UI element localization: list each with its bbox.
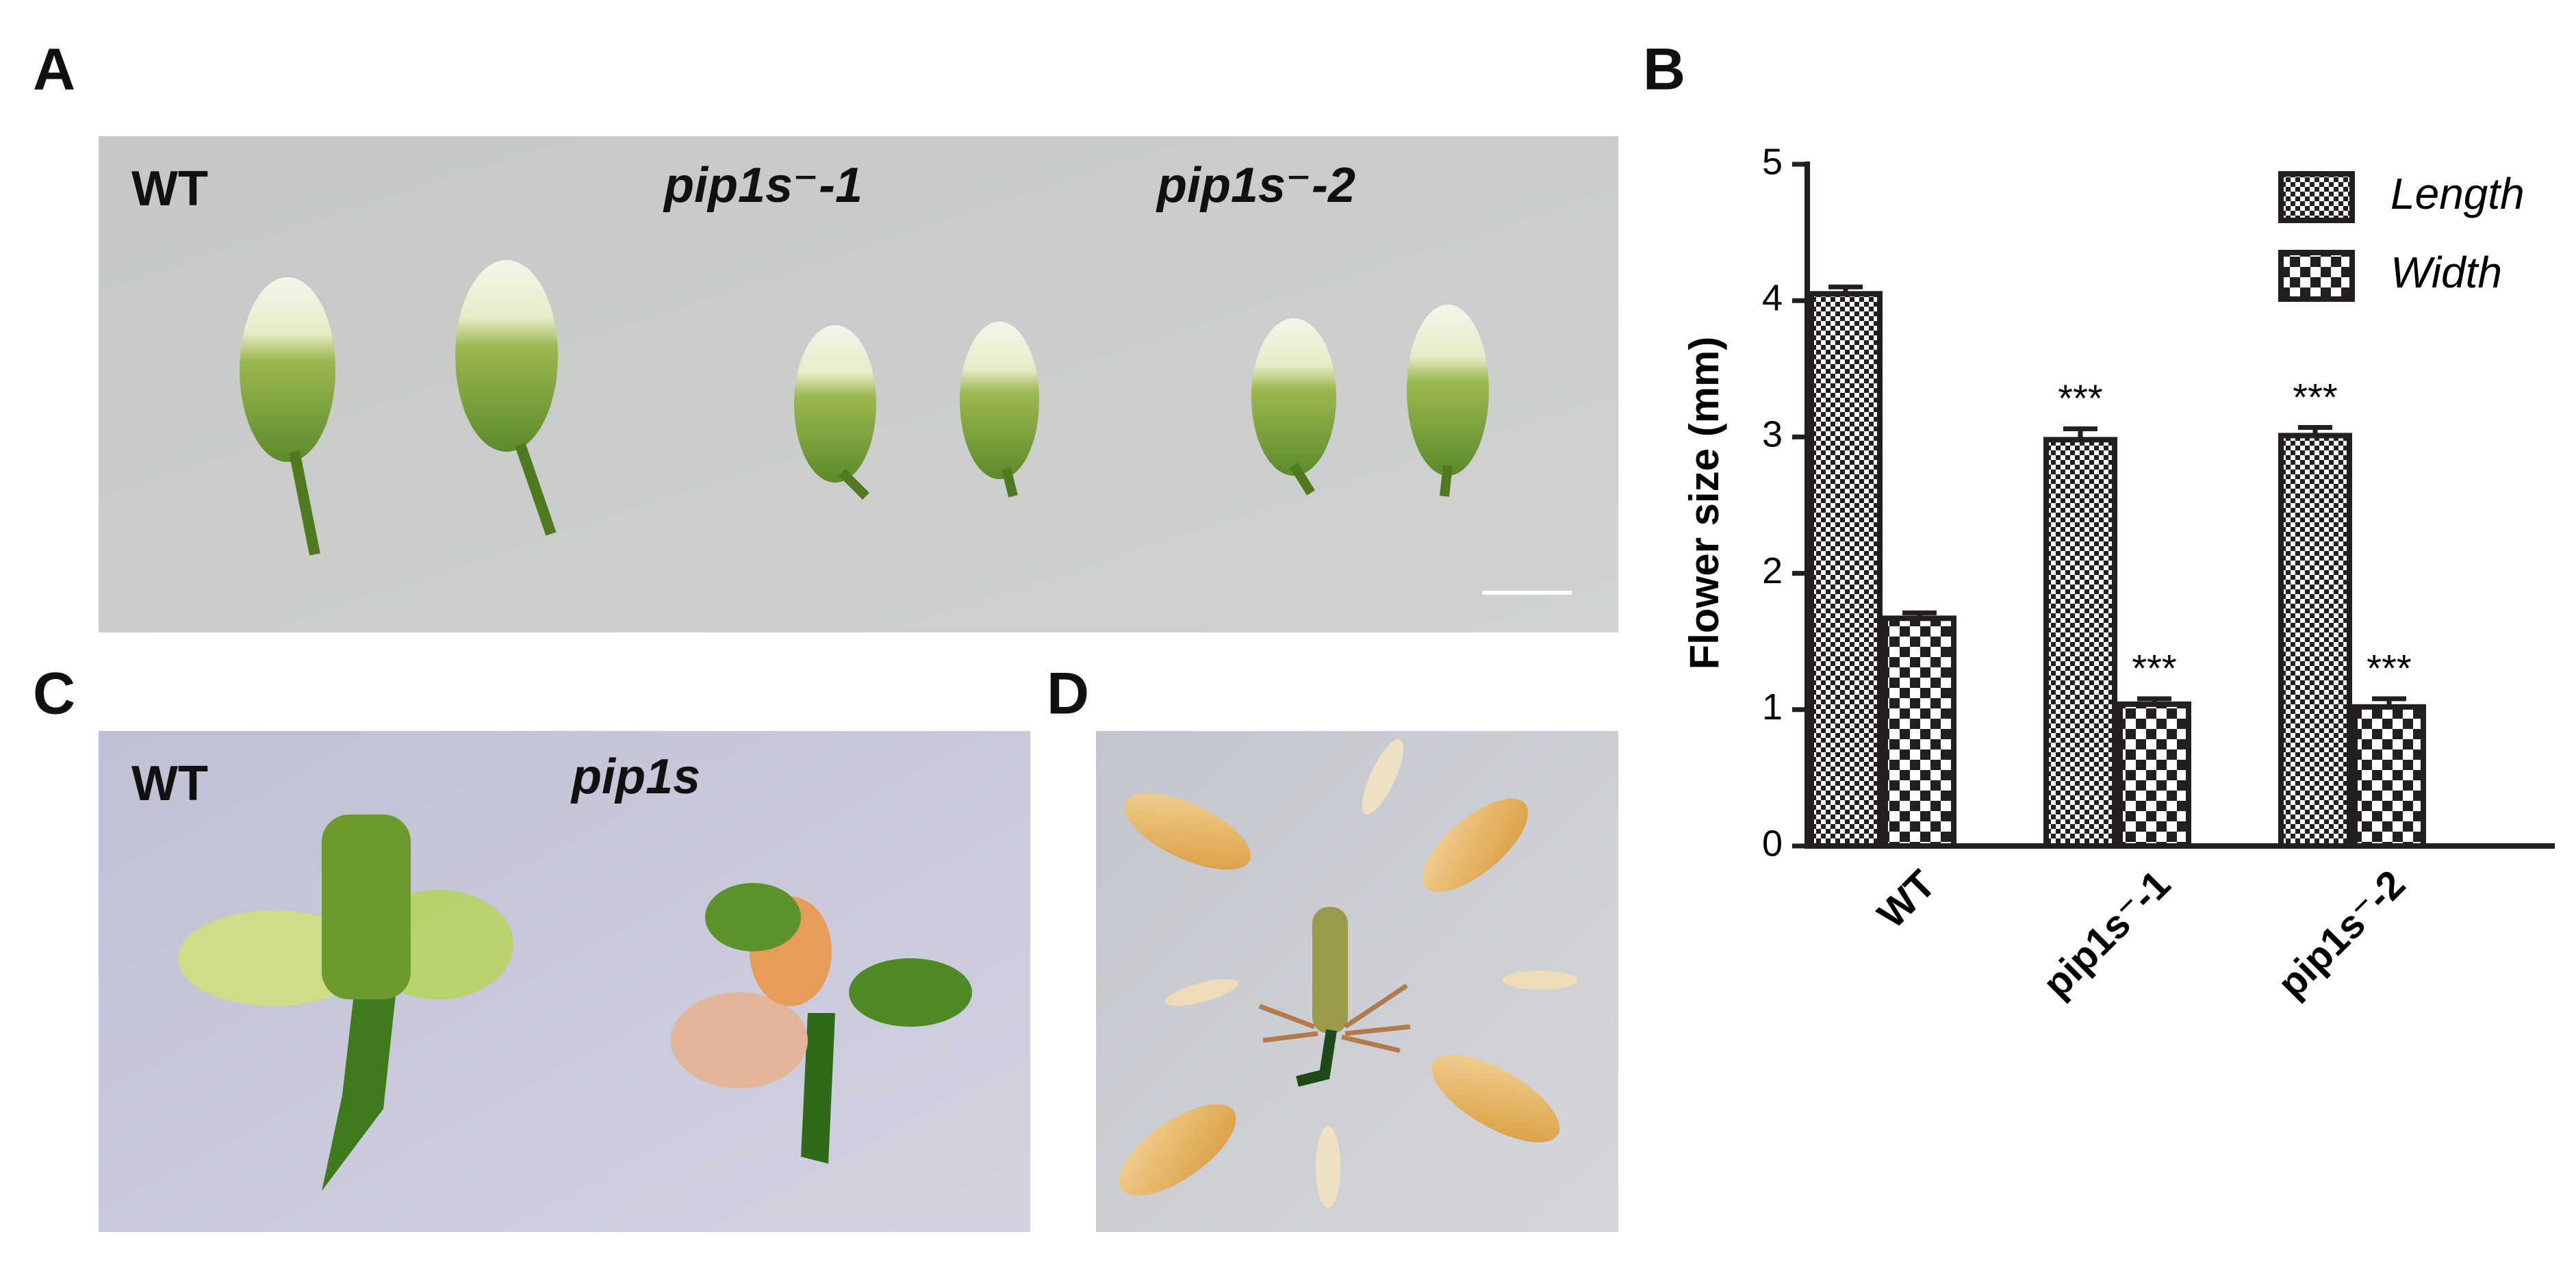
bar-chart: 0 1 2 3 4 5 Flower size (mm) WT pip1s⁻-1 *** *** pi… bbox=[1681, 141, 2555, 1006]
x-tick-label: pip1s⁻-1 bbox=[2035, 862, 2179, 1006]
bar bbox=[2352, 704, 2426, 849]
significance-label: *** bbox=[2058, 376, 2102, 420]
opened-flowers bbox=[178, 815, 972, 1191]
significance-label: *** bbox=[2293, 375, 2337, 418]
y-tick-label: 5 bbox=[1762, 141, 1783, 182]
legend-label: Length bbox=[2390, 169, 2525, 218]
y-tick-label: 3 bbox=[1762, 414, 1783, 455]
error-bar bbox=[2063, 426, 2097, 440]
bar bbox=[2043, 437, 2117, 849]
error-bar bbox=[1902, 610, 1937, 619]
legend-swatch bbox=[2278, 171, 2355, 223]
legend-label: Width bbox=[2390, 248, 2502, 297]
panel-label: D bbox=[1047, 661, 1089, 727]
x-tick-label: pip1s⁻-2 bbox=[2269, 862, 2414, 1006]
photo-label: WT bbox=[131, 162, 208, 216]
y-tick-label: 4 bbox=[1762, 277, 1783, 318]
error-bar bbox=[2137, 696, 2171, 704]
photo-label: pip1s⁻-1 bbox=[663, 158, 863, 213]
dissected-flower bbox=[1119, 739, 1578, 1208]
error-bar bbox=[2298, 424, 2332, 436]
significance-label: *** bbox=[2132, 647, 2176, 690]
y-tick-label: 0 bbox=[1762, 823, 1783, 864]
significance-label: *** bbox=[2367, 647, 2411, 690]
panel-label: C bbox=[33, 661, 75, 727]
y-tick-label: 2 bbox=[1762, 550, 1783, 591]
flower-buds bbox=[240, 260, 1489, 556]
bar bbox=[1809, 291, 1883, 849]
photo-label: WT bbox=[131, 756, 208, 811]
photo-label: pip1s⁻-2 bbox=[1156, 158, 1355, 213]
photo-label: pip1s bbox=[570, 749, 700, 804]
x-tick-label: WT bbox=[1869, 862, 1944, 937]
error-bar bbox=[1828, 284, 1863, 294]
bar bbox=[2117, 701, 2191, 849]
bar bbox=[1883, 615, 1956, 849]
y-axis-label: Flower size (mm) bbox=[1681, 337, 1727, 670]
y-tick-label: 1 bbox=[1762, 687, 1783, 728]
panel-label: A bbox=[33, 37, 75, 103]
bar bbox=[2278, 433, 2352, 849]
error-bar bbox=[2372, 696, 2406, 707]
panel-label: B bbox=[1643, 37, 1685, 103]
legend-swatch bbox=[2278, 250, 2355, 302]
